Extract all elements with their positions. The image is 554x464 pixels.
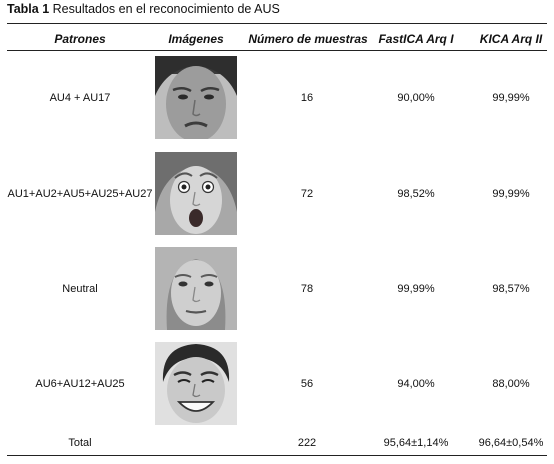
- header-muestras: Número de muestras: [248, 32, 368, 46]
- fastica-cell: 94,00%: [397, 378, 435, 390]
- face-surprise-photo: [155, 152, 237, 235]
- fastica-cell: 90,00%: [397, 92, 435, 104]
- total-label: Total: [68, 437, 92, 449]
- top-rule: [7, 23, 547, 24]
- total-kica: 96,64±0,54%: [478, 437, 544, 449]
- header-imagenes: Imágenes: [168, 32, 224, 46]
- patron-cell: AU1+AU2+AU5+AU25+AU27: [7, 188, 153, 200]
- kica-cell: 98,57%: [492, 283, 530, 295]
- face-frown-photo: [155, 56, 237, 139]
- fastica-cell: 99,99%: [397, 283, 435, 295]
- muestras-cell: 16: [300, 92, 314, 104]
- face-smile-photo: [155, 342, 237, 425]
- header-kica: KICA Arq II: [479, 32, 543, 46]
- kica-cell: 99,99%: [492, 92, 530, 104]
- patron-cell: Neutral: [62, 283, 98, 295]
- fastica-cell: 98,52%: [397, 188, 435, 200]
- caption-label: Tabla 1: [7, 2, 50, 16]
- bottom-rule: [7, 455, 547, 456]
- muestras-cell: 78: [300, 283, 314, 295]
- muestras-cell: 72: [300, 188, 314, 200]
- total-fastica: 95,64±1,14%: [383, 437, 449, 449]
- kica-cell: 99,99%: [492, 188, 530, 200]
- muestras-cell: 56: [300, 378, 314, 390]
- header-fastica: FastICA Arq I: [378, 32, 454, 46]
- face-neutral-photo: [155, 247, 237, 330]
- header-rule: [7, 50, 547, 51]
- caption-text: Resultados en el reconocimiento de AUS: [52, 2, 280, 16]
- kica-cell: 88,00%: [492, 378, 530, 390]
- patron-cell: AU4 + AU17: [49, 92, 111, 104]
- total-muestras: 222: [297, 437, 317, 449]
- table-caption: Tabla 1 Resultados en el reconocimiento …: [7, 2, 280, 16]
- patron-cell: AU6+AU12+AU25: [35, 378, 125, 390]
- header-patrones: Patrones: [54, 32, 106, 46]
